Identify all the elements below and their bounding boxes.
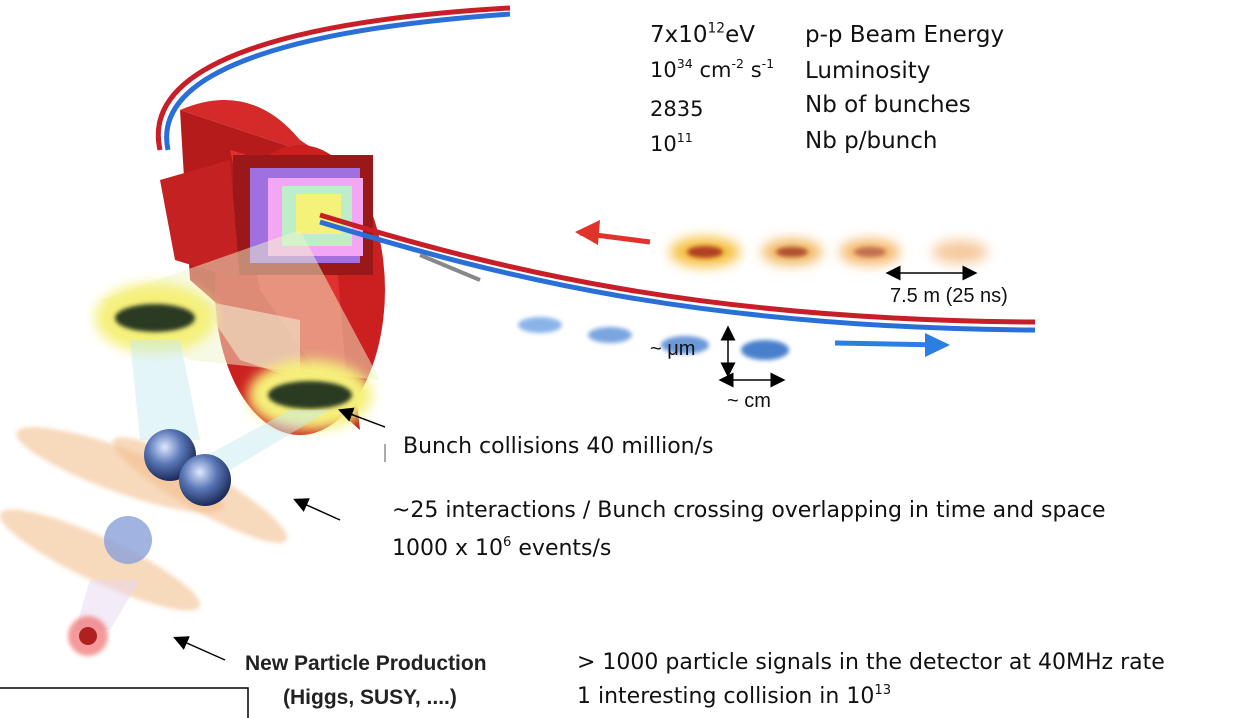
text-segment: 7x10 bbox=[650, 22, 708, 48]
param-value: 7x1012eV bbox=[650, 22, 755, 48]
length-label: ~ cm bbox=[727, 390, 771, 413]
events: 1000 x 106 events/s bbox=[392, 536, 611, 561]
param-value: 1034 cm-2 s-1 bbox=[650, 58, 774, 82]
superscript: -1 bbox=[762, 56, 775, 71]
param-label: Nb p/bunch bbox=[805, 128, 937, 154]
superscript: 11 bbox=[677, 130, 693, 145]
production-title: New Particle Production bbox=[245, 652, 487, 676]
superscript: 34 bbox=[677, 56, 693, 71]
text-segment: s bbox=[744, 58, 762, 82]
text-segment: ~25 interactions / Bunch crossing overla… bbox=[392, 498, 1106, 523]
text-segment: 10 bbox=[650, 132, 677, 156]
interesting: 1 interesting collision in 1013 bbox=[577, 684, 891, 709]
spacing-label: 7.5 m (25 ns) bbox=[890, 285, 1008, 308]
width-label: ~ μm bbox=[650, 338, 695, 361]
interactions: ~25 interactions / Bunch crossing overla… bbox=[392, 498, 1106, 523]
signals: > 1000 particle signals in the detector … bbox=[577, 650, 1165, 675]
pointer bbox=[180, 640, 225, 660]
diagram: 7x1012eV p-p Beam Energy 1034 cm-2 s-1 L… bbox=[0, 0, 1234, 718]
cut-box bbox=[0, 688, 248, 718]
param-value: 2835 bbox=[650, 97, 703, 121]
text-segment: 10 bbox=[650, 58, 677, 82]
text-segment: 2835 bbox=[650, 97, 703, 121]
superscript: -2 bbox=[731, 56, 744, 71]
bunch-collisions: Bunch collisions 40 million/s bbox=[403, 434, 713, 459]
param-label: p-p Beam Energy bbox=[805, 22, 1004, 48]
text-segment: 1000 x 10 bbox=[392, 536, 503, 561]
param-value: 1011 bbox=[650, 132, 693, 156]
text-segment: eV bbox=[725, 22, 755, 48]
arrow-blue bbox=[835, 343, 940, 345]
illustration bbox=[0, 0, 1234, 718]
superscript: 12 bbox=[708, 20, 726, 36]
text-segment: events/s bbox=[511, 536, 611, 561]
pointer bbox=[300, 502, 340, 520]
arrow-head bbox=[575, 220, 600, 245]
param-label: Luminosity bbox=[805, 58, 930, 84]
beam-blue bbox=[320, 222, 1035, 330]
param-label: Nb of bunches bbox=[805, 92, 971, 118]
superscript: 13 bbox=[874, 683, 891, 698]
arrow-head bbox=[925, 333, 950, 357]
text-segment: cm bbox=[693, 58, 732, 82]
production-examples: (Higgs, SUSY, ....) bbox=[283, 686, 457, 710]
text-segment: 1 interesting collision in 10 bbox=[577, 684, 874, 709]
